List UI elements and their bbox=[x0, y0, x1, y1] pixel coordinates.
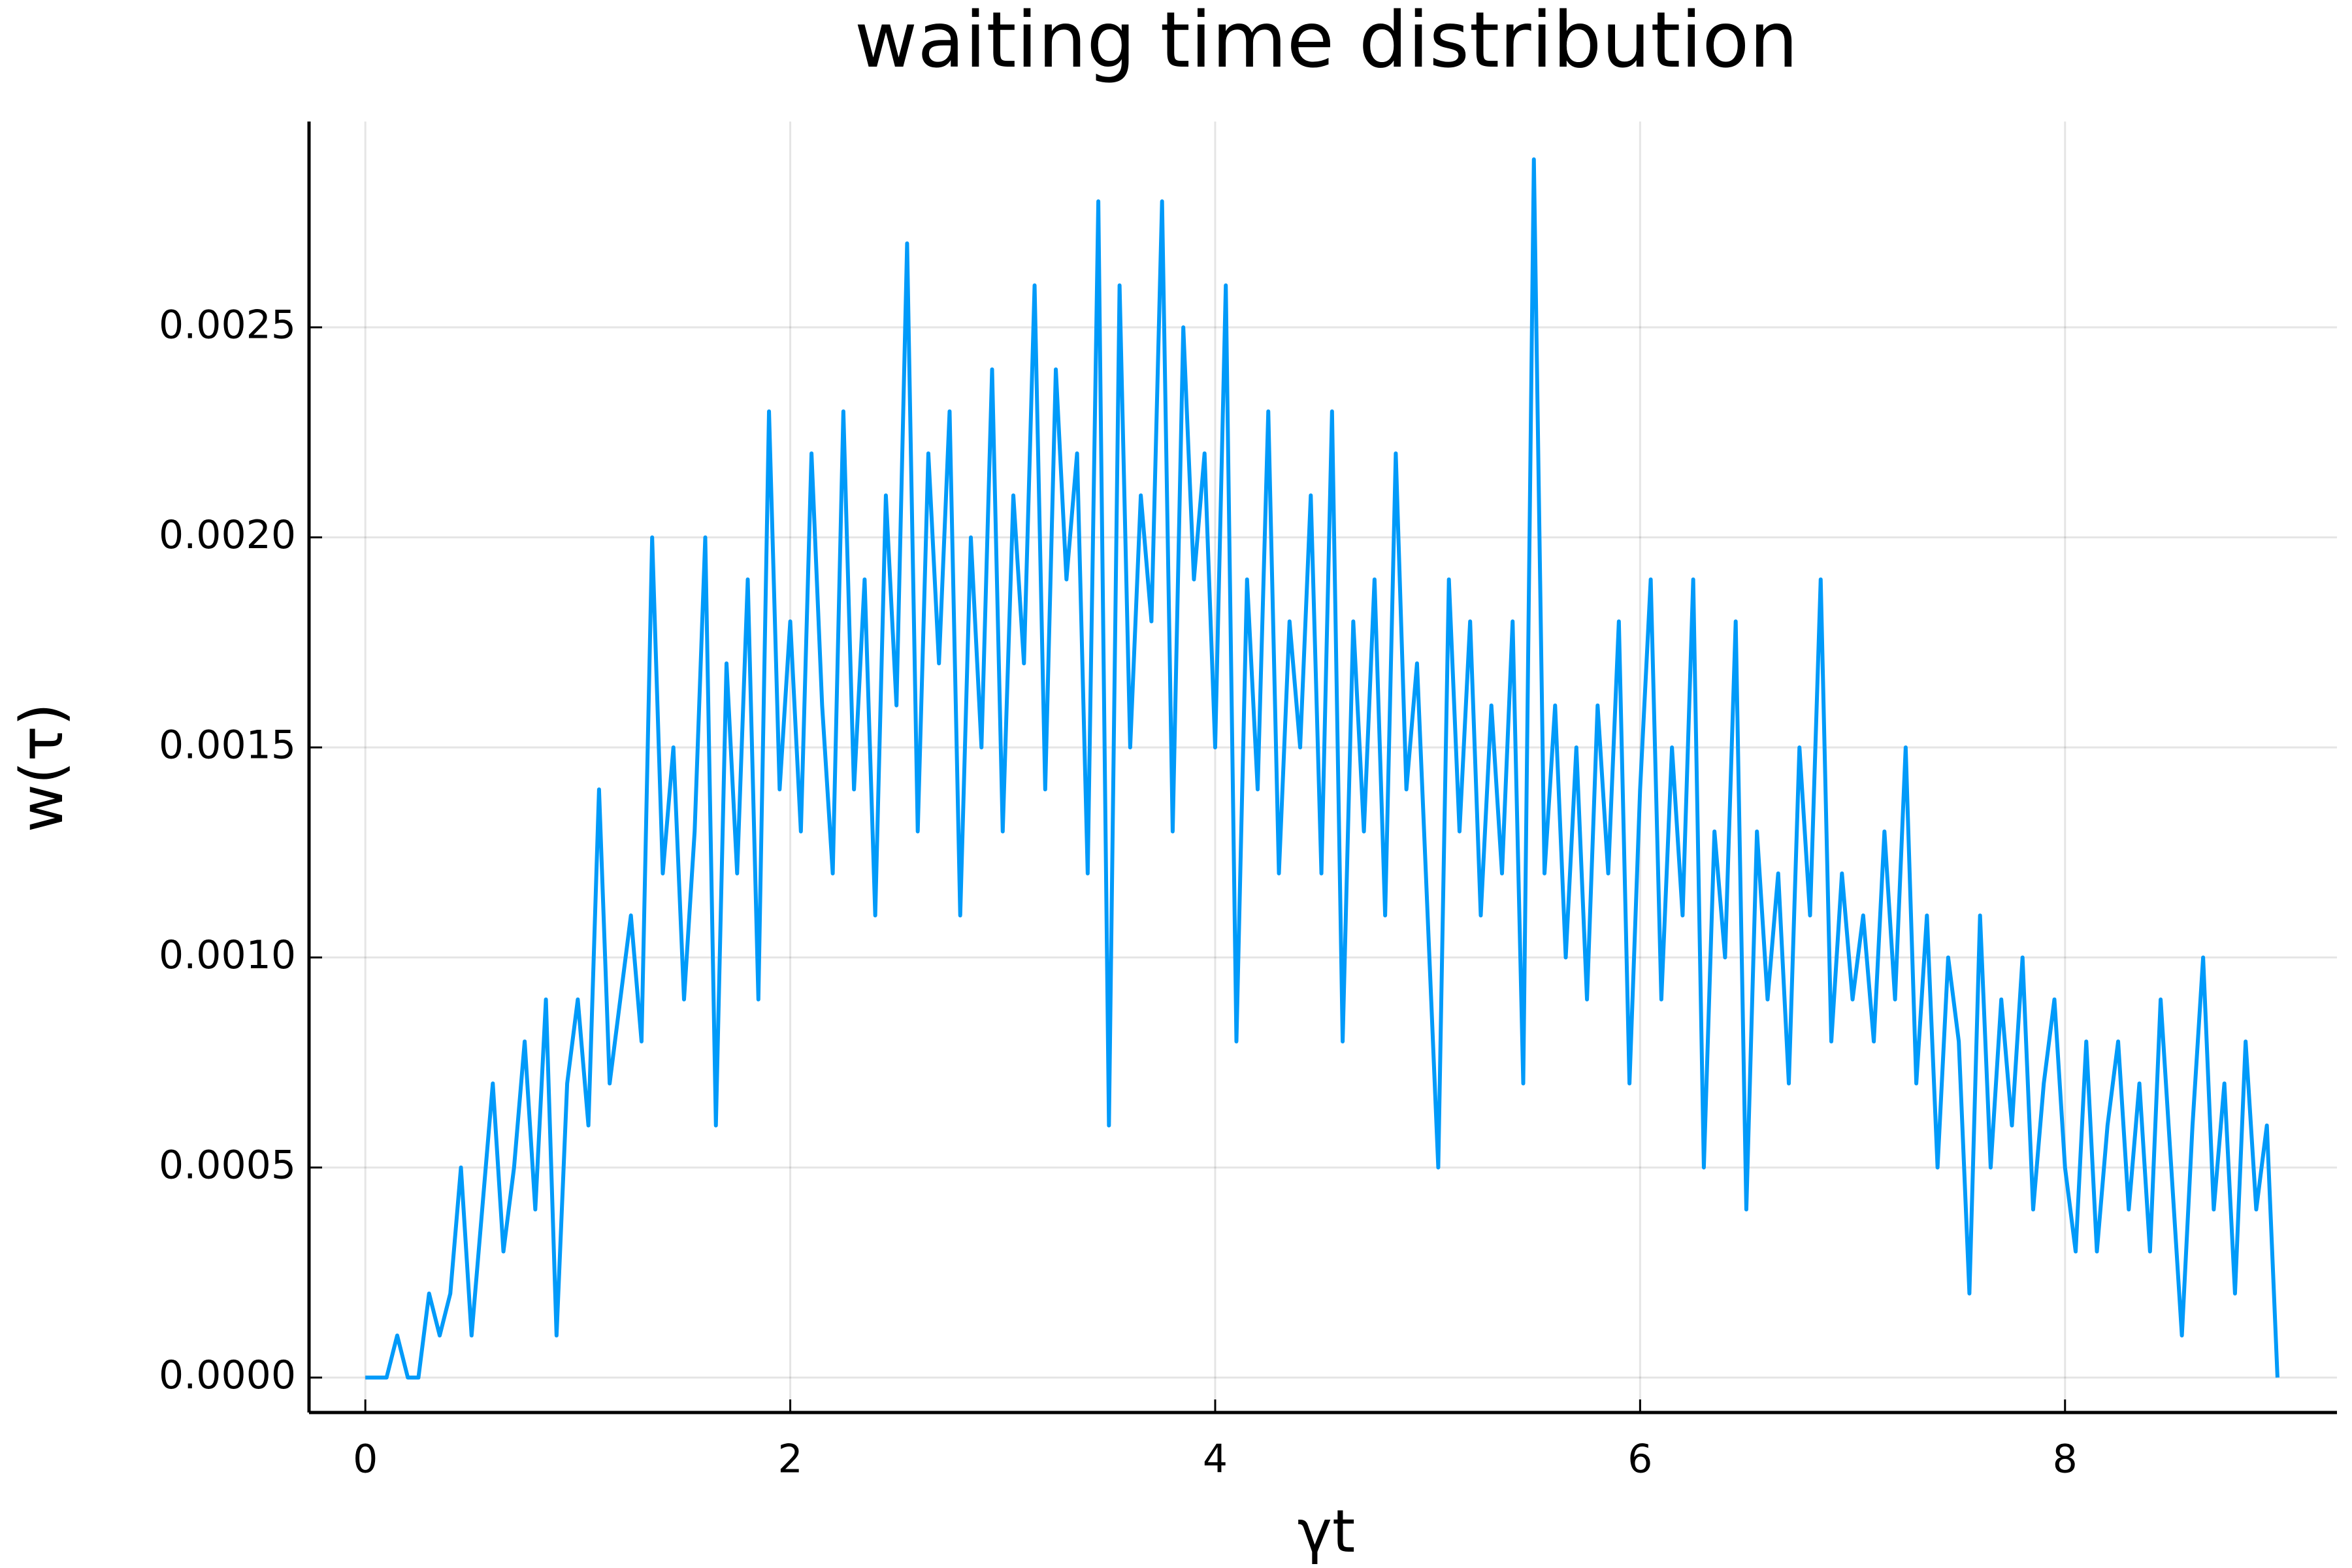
y-tick-label: 0.0015 bbox=[159, 723, 296, 768]
x-axis-label: γt bbox=[1298, 1497, 1356, 1566]
y-tick-label: 0.0010 bbox=[159, 932, 296, 978]
chart-title: waiting time distribution bbox=[855, 0, 1798, 85]
x-tick-label: 4 bbox=[1203, 1437, 1228, 1482]
x-tick-label: 2 bbox=[777, 1437, 802, 1482]
data-line bbox=[365, 157, 2279, 1380]
y-tick-label: 0.0020 bbox=[159, 512, 296, 558]
x-tick-label: 6 bbox=[1627, 1437, 1652, 1482]
y-tick-label: 0.0025 bbox=[159, 302, 296, 348]
y-axis-label: w(τ) bbox=[8, 703, 76, 832]
x-tick-label: 0 bbox=[353, 1437, 378, 1482]
y-tick-label: 0.0000 bbox=[159, 1352, 296, 1398]
y-tick-label: 0.0005 bbox=[159, 1143, 296, 1188]
x-tick-label: 8 bbox=[2053, 1437, 2078, 1482]
